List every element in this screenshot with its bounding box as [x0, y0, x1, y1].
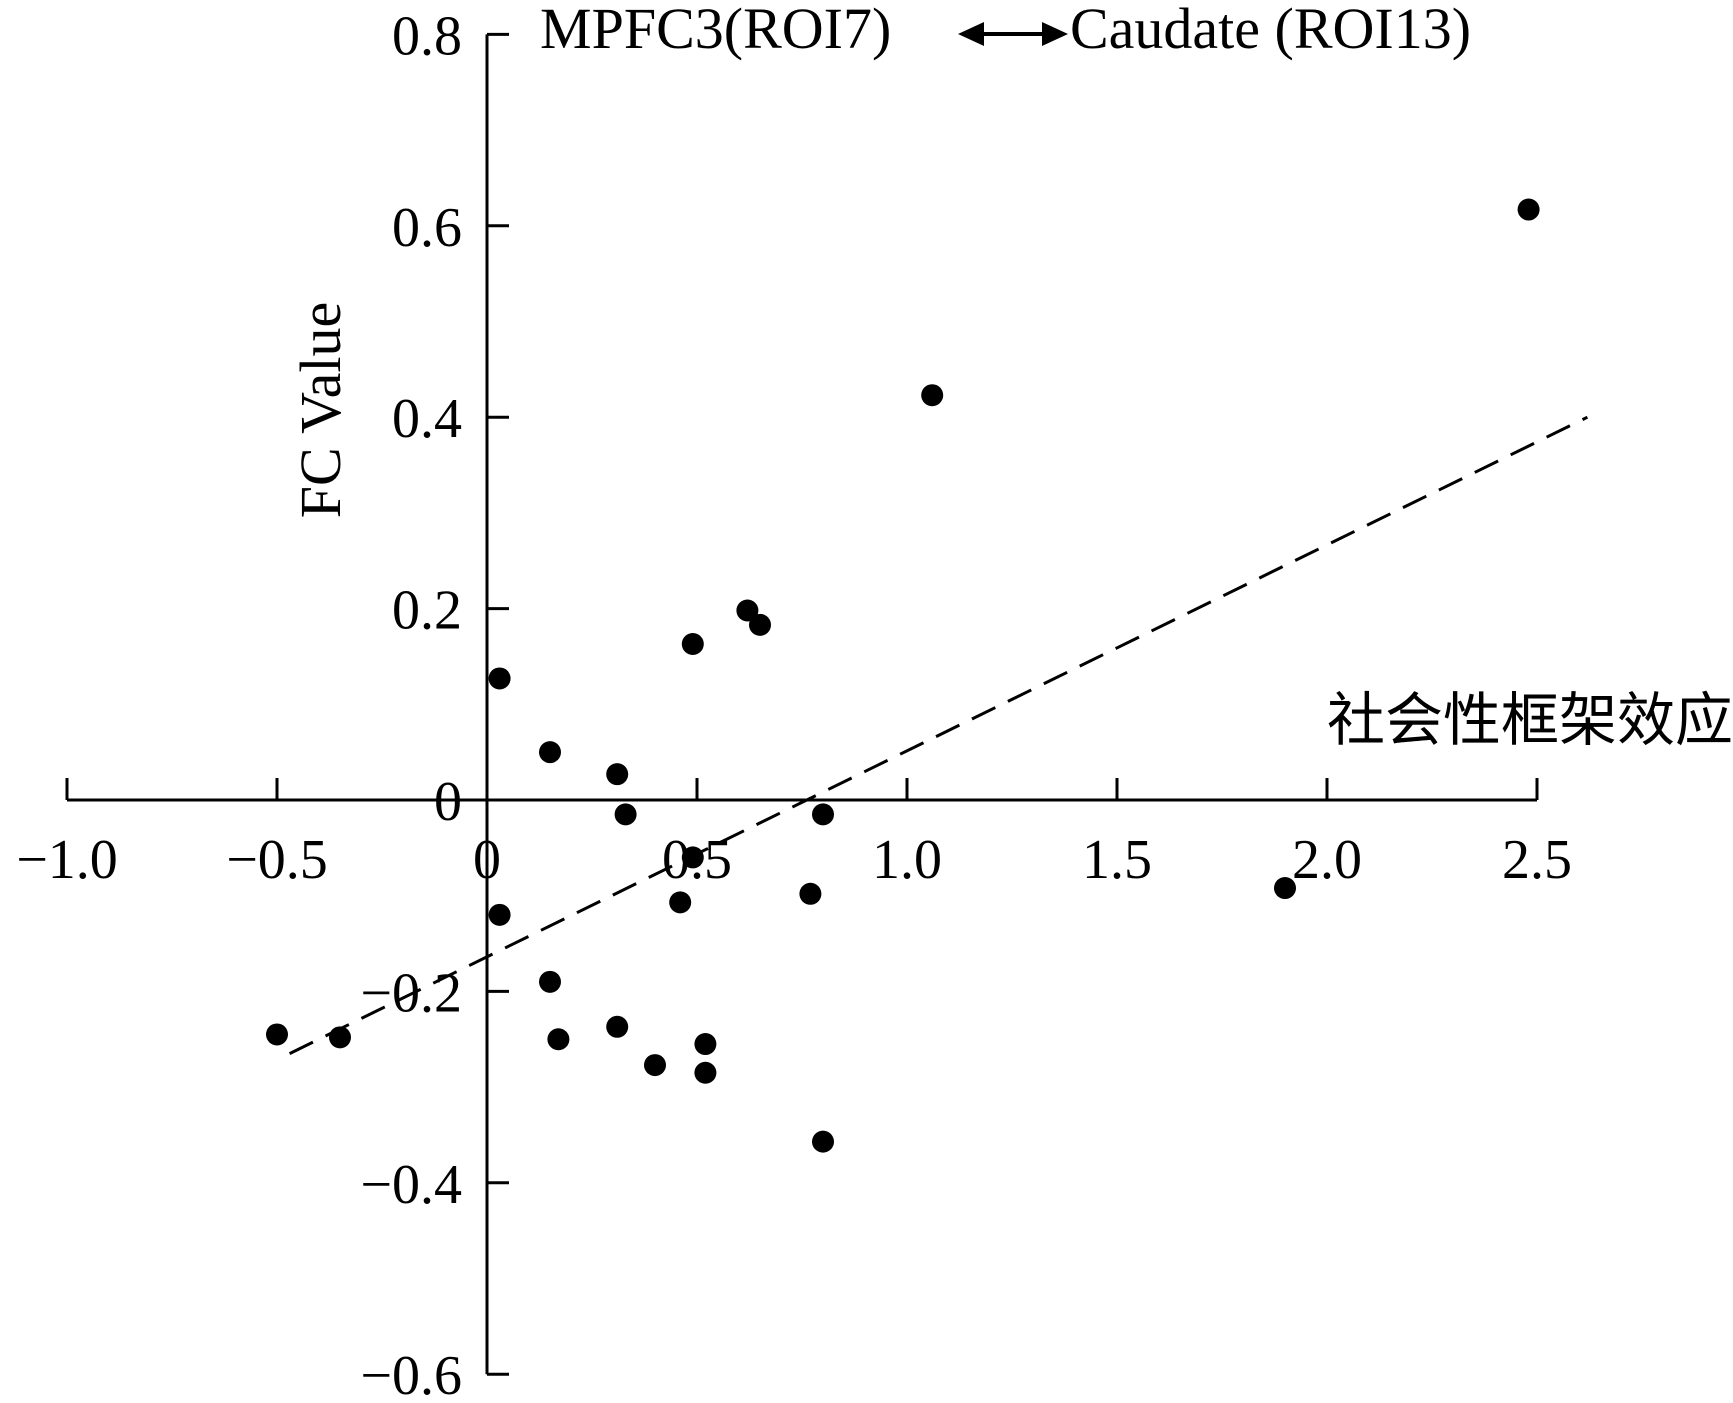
- data-point: [1274, 877, 1296, 900]
- data-point: [736, 599, 759, 622]
- x-tick-label: 2.5: [1502, 829, 1572, 891]
- data-point: [606, 1015, 629, 1038]
- data-point: [539, 970, 561, 993]
- trendline-group: [288, 415, 1589, 1055]
- data-point: [812, 803, 834, 826]
- y-tick-label: −0.6: [360, 1345, 462, 1403]
- y-tick-label: 0.2: [392, 580, 462, 642]
- data-point: [681, 633, 704, 656]
- data-point: [799, 882, 822, 905]
- title-mid: (ROI7): [724, 0, 892, 61]
- x-tick-label: −0.5: [226, 829, 328, 891]
- axes: −1.0−0.500.51.01.52.02.5−0.6−0.4−0.200.2…: [16, 5, 1572, 1403]
- data-point: [812, 1130, 834, 1153]
- title-right: Caudate (ROI13): [1070, 0, 1471, 61]
- x-tick-label: 1.5: [1082, 829, 1152, 891]
- x-tick-label: 2.0: [1292, 829, 1362, 891]
- data-point: [681, 846, 704, 869]
- y-tick-label: 0: [434, 771, 462, 833]
- bidirectional-arrow-icon: [958, 22, 1068, 46]
- chart-title: MPFC3(ROI7): [540, 0, 891, 61]
- x-axis-label: 社会性框架效应: [1327, 686, 1733, 754]
- data-point: [547, 1028, 570, 1051]
- data-point: [644, 1054, 666, 1077]
- x-tick-label: 0: [473, 829, 501, 891]
- data-point: [669, 891, 692, 914]
- data-point: [488, 903, 511, 926]
- y-tick-label: 0.6: [392, 197, 462, 259]
- data-point: [266, 1023, 288, 1046]
- data-point: [694, 1033, 717, 1056]
- data-points: [266, 198, 1540, 1153]
- data-point: [921, 384, 944, 407]
- data-point: [749, 613, 771, 636]
- data-point: [614, 803, 637, 826]
- data-point: [539, 741, 561, 764]
- y-tick-label: 0.8: [392, 5, 462, 67]
- trendline: [288, 415, 1589, 1055]
- y-axis-label: FC Value: [288, 302, 353, 518]
- y-tick-label: −0.4: [360, 1154, 462, 1216]
- data-point: [606, 763, 629, 786]
- x-tick-label: 1.0: [872, 829, 942, 891]
- title-left: MPFC3: [540, 0, 724, 61]
- data-point: [329, 1026, 351, 1049]
- data-point: [1517, 198, 1540, 221]
- data-point: [488, 667, 511, 690]
- data-point: [694, 1061, 717, 1084]
- y-tick-label: 0.4: [392, 388, 462, 450]
- x-tick-label: −1.0: [16, 829, 118, 891]
